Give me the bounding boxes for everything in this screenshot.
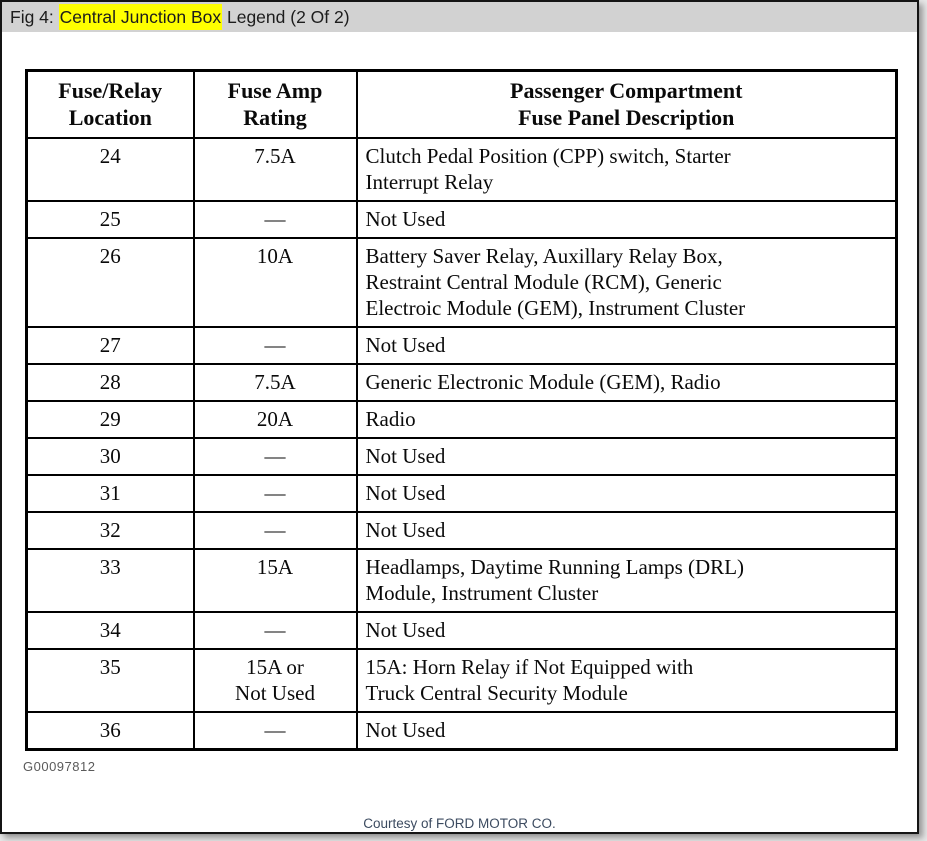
cell-fuse-location: 30: [25, 436, 195, 476]
cell-amp-rating: —: [192, 199, 358, 239]
table-row: 27— Not Used: [25, 325, 898, 365]
cell-amp-rating: 15A or Not Used: [192, 647, 358, 714]
figure-title-bar: Fig 4: Central Junction Box Legend (2 Of…: [2, 2, 917, 32]
cell-fuse-location: 26: [25, 236, 195, 328]
cell-amp-rating: —: [192, 325, 358, 365]
cell-amp-rating: 7.5A: [192, 136, 358, 202]
cell-description: Not Used: [355, 473, 898, 513]
cell-fuse-location: 24: [25, 136, 195, 202]
cell-description: Not Used: [355, 711, 898, 751]
table-row: 29 20A Radio: [25, 399, 898, 439]
cell-description: Generic Electronic Module (GEM), Radio: [355, 362, 898, 402]
table-row: 30— Not Used: [25, 436, 898, 476]
table-row: 34— Not Used: [25, 610, 898, 651]
fuse-panel-table: Fuse/Relay Location Fuse Amp Rating Pass…: [25, 69, 898, 752]
table-header-row: Fuse/Relay Location Fuse Amp Rating Pass…: [25, 69, 898, 139]
cell-description: 15A: Horn Relay if Not Equipped with Tru…: [355, 647, 898, 714]
cell-description: Not Used: [355, 436, 898, 476]
cell-fuse-location: 35: [25, 647, 195, 714]
cell-description: Not Used: [355, 510, 898, 550]
table-row: 26 10A Battery Saver Relay, Auxillary Rela…: [25, 236, 898, 328]
column-header-fuse-relay-location: Fuse/Relay Location: [25, 69, 195, 139]
table-row: 35 15A or Not Used 15A: Horn Relay if Not …: [25, 647, 898, 714]
cell-description: Not Used: [355, 325, 898, 365]
cell-description: Not Used: [355, 610, 898, 651]
table-row: 32— Not Used: [25, 510, 898, 550]
cell-fuse-location: 36: [25, 711, 195, 751]
cell-amp-rating: 10A: [192, 236, 358, 328]
table-row: 25— Not Used: [25, 199, 898, 239]
courtesy-note: Courtesy of FORD MOTOR CO.: [363, 816, 556, 832]
table-row: 36— Not Used: [25, 711, 898, 751]
cell-amp-rating: 20A: [192, 399, 358, 439]
cell-amp-rating: —: [192, 510, 358, 550]
cell-description: Battery Saver Relay, Auxillary Relay Box…: [355, 236, 898, 328]
cell-amp-rating: —: [192, 436, 358, 476]
cell-fuse-location: 29: [25, 399, 195, 439]
cell-description: Headlamps, Daytime Running Lamps (DRL) M…: [355, 547, 898, 613]
cell-fuse-location: 32: [25, 510, 195, 550]
cell-fuse-location: 34: [25, 610, 195, 651]
figure-title-suffix: Legend (2 Of 2): [222, 7, 350, 27]
cell-fuse-location: 31: [25, 473, 195, 513]
table-row: 28 7.5A Generic Electronic Module (GEM), R…: [25, 362, 898, 402]
cell-amp-rating: —: [192, 610, 358, 651]
table-row: 33 15A Headlamps, Daytime Running Lamps (D…: [25, 547, 898, 613]
figure-title-highlight: Central Junction Box: [58, 4, 223, 30]
cell-fuse-location: 27: [25, 325, 195, 365]
figure-title-prefix: Fig 4:: [10, 7, 59, 27]
cell-description: Not Used: [355, 199, 898, 239]
cell-fuse-location: 25: [25, 199, 195, 239]
table-row: 31— Not Used: [25, 473, 898, 513]
table-row: 24 7.5A Clutch Pedal Position (CPP) switch…: [25, 136, 898, 202]
cell-amp-rating: 7.5A: [192, 362, 358, 402]
figure-code: G00097812: [23, 759, 96, 775]
cell-fuse-location: 28: [25, 362, 195, 402]
cell-description: Clutch Pedal Position (CPP) switch, Star…: [355, 136, 898, 202]
cell-amp-rating: 15A: [192, 547, 358, 613]
cell-description: Radio: [355, 399, 898, 439]
column-header-fuse-amp-rating: Fuse Amp Rating: [192, 69, 358, 139]
cell-amp-rating: —: [192, 711, 358, 751]
cell-amp-rating: —: [192, 473, 358, 513]
cell-fuse-location: 33: [25, 547, 195, 613]
column-header-fuse-panel-description: Passenger Compartment Fuse Panel Descrip…: [355, 69, 898, 139]
